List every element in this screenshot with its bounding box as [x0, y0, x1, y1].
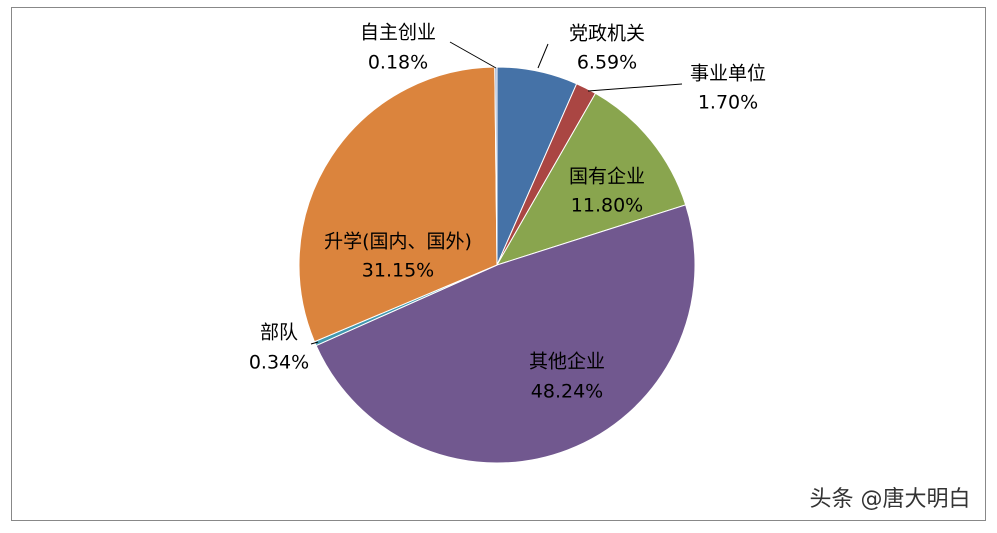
slice-label: 升学(国内、国外)	[324, 231, 472, 253]
slice-label: 国有企业	[569, 166, 645, 188]
value-label: 6.59%	[577, 52, 637, 74]
leader-line	[449, 41, 497, 69]
slice-label: 自主创业	[360, 22, 436, 44]
pie-slice	[298, 66, 498, 343]
value-label: 0.18%	[368, 52, 428, 74]
value-label: 1.70%	[698, 92, 758, 114]
slice-label: 部队	[260, 322, 298, 344]
slice-label: 党政机关	[569, 23, 645, 45]
slice-label: 事业单位	[690, 63, 766, 85]
slice-label: 其他企业	[529, 351, 605, 373]
leader-line	[587, 83, 683, 92]
pie-slice	[315, 204, 696, 464]
watermark: 头条 @唐大明白	[810, 487, 971, 512]
value-label: 48.24%	[531, 381, 603, 403]
pie-slice	[495, 92, 687, 266]
value-label: 0.34%	[249, 352, 309, 374]
leader-line	[537, 43, 549, 69]
value-label: 11.80%	[571, 195, 643, 217]
leader-line	[310, 341, 319, 345]
value-label: 31.15%	[362, 260, 434, 282]
